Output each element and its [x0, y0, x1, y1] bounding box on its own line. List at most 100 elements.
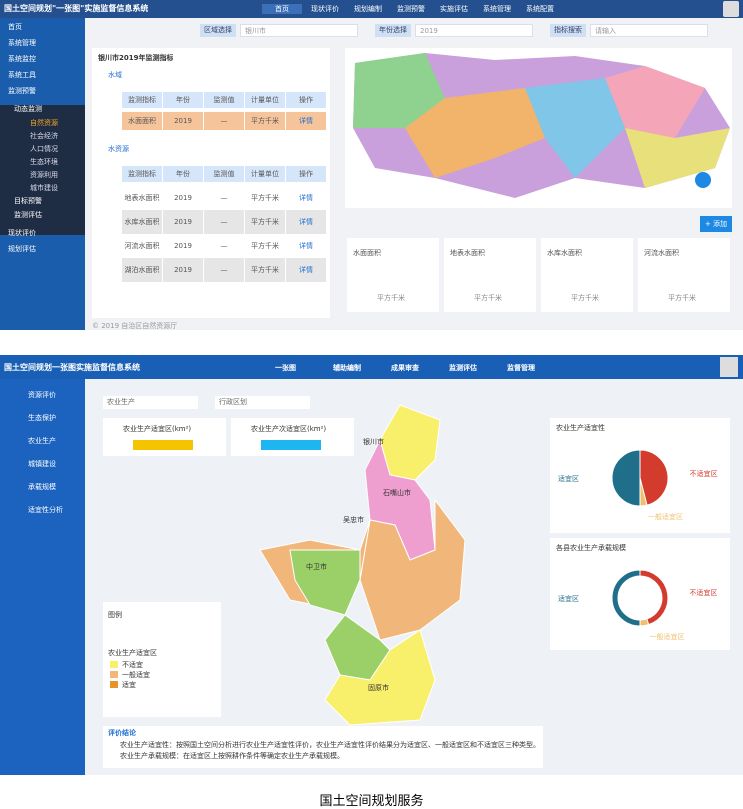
- nav-item[interactable]: 辅助编制: [333, 364, 361, 372]
- nav-item[interactable]: 监测预警: [397, 5, 425, 13]
- nav-item[interactable]: 规划编制: [354, 5, 382, 13]
- table-cell: 平方千米: [245, 186, 285, 210]
- card-title: 地表水面积: [450, 249, 485, 257]
- col-header: 操作: [286, 92, 326, 108]
- nav-item[interactable]: 现状评价: [311, 5, 339, 13]
- menu-item[interactable]: 现状评价: [8, 229, 36, 237]
- conclusion-line: 农业生产承载规模：在适宜区上按照耕作条件等确定农业生产承载规模。: [120, 752, 344, 760]
- table-cell: 2019: [163, 186, 203, 210]
- donut-segment[interactable]: [639, 618, 650, 627]
- nav-item[interactable]: 系统配置: [526, 5, 554, 13]
- pie-segment[interactable]: [611, 449, 641, 507]
- card-title: 河流水面积: [644, 249, 679, 257]
- legend-swatch: [110, 661, 118, 668]
- footer: © 2019 自治区自然资源厅: [92, 322, 178, 330]
- table-cell: —: [204, 112, 244, 130]
- nav-item[interactable]: 监测评估: [449, 364, 477, 372]
- filter-input[interactable]: 请输入: [590, 24, 708, 37]
- submenu-item[interactable]: 城市建设: [30, 184, 58, 192]
- table-cell: 2019: [163, 234, 203, 258]
- avatar[interactable]: [723, 1, 739, 17]
- nav-item[interactable]: 成果审查: [391, 364, 419, 372]
- menu-item[interactable]: 目标预警: [14, 197, 42, 205]
- table-cell[interactable]: 详情: [286, 210, 326, 234]
- table-cell[interactable]: 详情: [286, 234, 326, 258]
- map-button[interactable]: [695, 172, 711, 188]
- menu-item[interactable]: 城镇建设: [28, 460, 56, 468]
- section-title[interactable]: 水域: [108, 71, 122, 79]
- menu-item[interactable]: 承载规模: [28, 483, 56, 491]
- donut-segment[interactable]: [639, 569, 669, 626]
- table-cell: 地表水面积: [122, 186, 162, 210]
- legend-swatch: [110, 681, 118, 688]
- chart-title: 各县农业生产承载规模: [556, 544, 626, 552]
- legend-item: 一般适宜: [122, 671, 150, 679]
- map-region: [379, 404, 441, 481]
- menu-item[interactable]: 监测预警: [8, 87, 36, 95]
- avatar[interactable]: [720, 357, 738, 377]
- legend-item: 不适宜: [122, 661, 143, 669]
- stat-card: [444, 238, 536, 312]
- menu-item[interactable]: 生态保护: [28, 414, 56, 422]
- menu-item[interactable]: 资源评价: [28, 391, 56, 399]
- pie-segment[interactable]: [639, 449, 669, 506]
- stat-card: [347, 238, 439, 312]
- stat-bar: [133, 440, 193, 450]
- menu-item[interactable]: 农业生产: [28, 437, 56, 445]
- menu-item[interactable]: 系统管理: [8, 39, 36, 47]
- card-unit: 平方千米: [377, 294, 405, 302]
- caption: 国土空间规划服务: [319, 794, 424, 809]
- filter-input[interactable]: 2019: [415, 24, 533, 37]
- legend-box: [103, 602, 221, 717]
- menu-item[interactable]: 监测评估: [14, 211, 42, 219]
- nav-item[interactable]: 首页: [262, 4, 302, 14]
- submenu-item[interactable]: 资源利用: [30, 171, 58, 179]
- col-header: 操作: [286, 166, 326, 182]
- nav-item[interactable]: 监督管理: [507, 364, 535, 372]
- map-region: [625, 128, 730, 188]
- pie-chart: [611, 449, 669, 507]
- panel-title: 银川市2019年监测指标: [98, 54, 174, 62]
- card-unit: 平方千米: [571, 294, 599, 302]
- donut-segment[interactable]: [611, 569, 641, 627]
- map-region: [405, 88, 545, 178]
- filter-input[interactable]: 银川市: [240, 24, 358, 37]
- map-region: [353, 53, 445, 128]
- menu-item[interactable]: 首页: [8, 23, 22, 31]
- province-map: [259, 404, 466, 726]
- nav-item[interactable]: 一张图: [275, 364, 296, 372]
- table-cell: 河流水面积: [122, 234, 162, 258]
- table-cell: 水面面积: [122, 112, 162, 130]
- col-header: 计量单位: [245, 166, 285, 182]
- menu-item[interactable]: 系统工具: [8, 71, 36, 79]
- table-cell[interactable]: 详情: [286, 258, 326, 282]
- submenu-item[interactable]: 生态环境: [30, 158, 58, 166]
- menu-item[interactable]: 适宜性分析: [28, 506, 63, 514]
- map-region: [525, 78, 625, 178]
- nav-item[interactable]: 实施评估: [440, 5, 468, 13]
- table-cell: 平方千米: [245, 234, 285, 258]
- legend-swatch: [110, 671, 118, 678]
- section-title[interactable]: 水资源: [108, 145, 129, 153]
- select[interactable]: 农业生产: [103, 396, 198, 409]
- land-map: [353, 53, 730, 198]
- submenu-item[interactable]: 自然资源: [30, 119, 58, 127]
- submenu-item[interactable]: 人口情况: [30, 145, 58, 153]
- legend-sub: 农业生产适宜区: [108, 649, 157, 657]
- card-unit: 平方千米: [474, 294, 502, 302]
- conclusion-box: [103, 726, 543, 768]
- menu-item[interactable]: 动态监测: [14, 105, 42, 113]
- menu-item[interactable]: 规划评估: [8, 245, 36, 253]
- legend-item: 适宜: [122, 681, 136, 689]
- table-cell[interactable]: 详情: [286, 186, 326, 210]
- add-button[interactable]: + 添加: [700, 216, 732, 232]
- table-cell[interactable]: 详情: [286, 112, 326, 130]
- nav-item[interactable]: 系统管理: [483, 5, 511, 13]
- menu-item[interactable]: 系统监控: [8, 55, 36, 63]
- map-region: [324, 629, 436, 726]
- chart-title: 农业生产适宜性: [556, 424, 605, 432]
- table-cell: 2019: [163, 112, 203, 130]
- select[interactable]: 行政区划: [215, 396, 310, 409]
- submenu-item[interactable]: 社会经济: [30, 132, 58, 140]
